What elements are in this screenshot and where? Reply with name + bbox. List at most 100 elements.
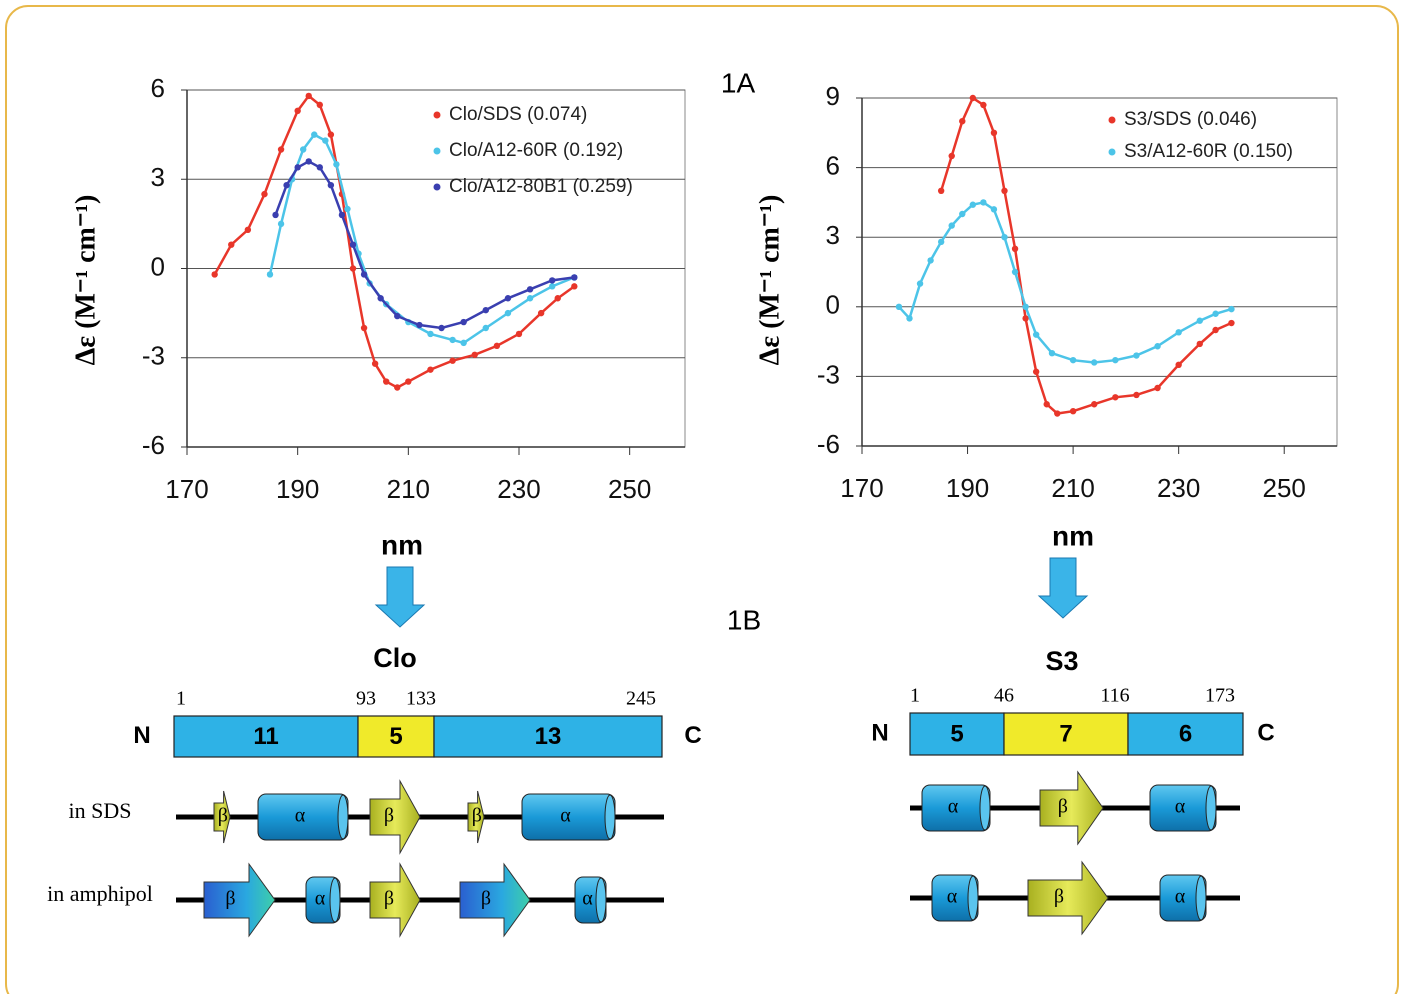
data-point xyxy=(1212,326,1219,334)
element-symbol: α xyxy=(315,888,326,910)
data-point xyxy=(371,360,379,367)
data-point xyxy=(895,303,903,310)
beta-strand xyxy=(459,862,531,938)
data-point xyxy=(1011,268,1019,276)
data-point xyxy=(383,378,390,385)
element-symbol: β xyxy=(225,888,235,910)
residue-position: 245 xyxy=(626,688,656,710)
plot-area xyxy=(861,97,1338,447)
data-point xyxy=(482,324,489,332)
beta-strand xyxy=(1039,770,1104,846)
data-point xyxy=(1048,350,1056,357)
data-point xyxy=(959,210,966,218)
legend-marker xyxy=(433,147,441,155)
legend-marker xyxy=(433,111,441,119)
diagram-title: S3 xyxy=(1045,646,1078,676)
data-point xyxy=(504,295,512,302)
y-axis-label: Δε (M⁻¹ cm⁻¹) xyxy=(754,195,785,366)
data-point xyxy=(261,190,268,198)
domain-segment xyxy=(909,712,1005,756)
diagram-title: Clo xyxy=(373,643,417,673)
data-point xyxy=(515,330,523,338)
element-symbol: α xyxy=(582,888,593,910)
data-point xyxy=(294,164,301,171)
beta-strand xyxy=(203,862,276,938)
data-point xyxy=(927,257,934,264)
data-point xyxy=(438,324,445,332)
n-terminus: N xyxy=(133,722,150,749)
beta-strand xyxy=(467,790,485,844)
data-point xyxy=(1091,359,1098,366)
data-point xyxy=(333,161,340,168)
domain-segment xyxy=(433,715,663,758)
y-tick-label: -6 xyxy=(817,429,840,459)
element-symbol: α xyxy=(948,796,959,818)
data-point xyxy=(1175,329,1182,336)
data-point xyxy=(969,94,977,102)
residue-position: 1 xyxy=(176,688,186,710)
residue-position: 133 xyxy=(406,688,436,710)
panel-label: 1B xyxy=(727,604,761,635)
data-point xyxy=(405,378,412,385)
data-point xyxy=(316,101,323,109)
data-point xyxy=(1022,303,1029,310)
legend-marker xyxy=(433,183,441,191)
data-point xyxy=(1196,317,1203,324)
data-point xyxy=(969,201,977,208)
x-axis-label: nm xyxy=(381,529,423,560)
data-point xyxy=(571,274,578,281)
x-tick-label: 250 xyxy=(1263,473,1306,503)
segment-label: 11 xyxy=(253,723,278,750)
data-point xyxy=(211,271,218,278)
data-point xyxy=(1175,361,1182,368)
residue-position: 173 xyxy=(1205,685,1235,707)
element-symbol: β xyxy=(1054,886,1064,908)
x-tick-label: 170 xyxy=(840,473,883,503)
x-axis-label: nm xyxy=(1052,520,1094,551)
element-symbol: α xyxy=(947,886,958,908)
residue-position: 116 xyxy=(1100,685,1129,707)
y-tick-label: 3 xyxy=(826,220,840,250)
x-tick-label: 190 xyxy=(276,474,319,504)
data-point xyxy=(460,339,467,347)
data-point xyxy=(549,277,556,284)
data-point xyxy=(1001,234,1008,241)
data-point xyxy=(311,131,318,138)
data-point xyxy=(360,324,368,332)
data-point xyxy=(322,137,329,144)
legend-label: S3/A12-60R (0.150) xyxy=(1124,141,1293,162)
x-tick-label: 210 xyxy=(1051,473,1094,503)
c-terminus: C xyxy=(684,722,701,749)
data-point xyxy=(327,131,335,138)
data-point xyxy=(948,222,955,229)
domain-segment xyxy=(1003,712,1129,756)
data-point xyxy=(493,342,501,350)
data-point xyxy=(349,265,357,272)
data-point xyxy=(305,158,312,165)
data-point xyxy=(1001,187,1008,194)
data-point xyxy=(1196,340,1203,348)
legend-marker xyxy=(1108,148,1116,156)
data-point xyxy=(916,280,924,287)
element-symbol: β xyxy=(481,888,491,910)
data-point xyxy=(537,309,545,317)
data-point xyxy=(554,295,561,302)
data-point xyxy=(1032,331,1040,338)
y-tick-label: 6 xyxy=(151,73,165,103)
legend-label: Clo/SDS (0.074) xyxy=(449,104,587,125)
data-point xyxy=(344,205,351,213)
data-point xyxy=(327,182,335,189)
data-point xyxy=(394,384,401,391)
residue-position: 93 xyxy=(356,688,376,710)
data-point xyxy=(394,312,401,320)
helix-cap xyxy=(595,877,607,923)
legend-label: Clo/A12-80B1 (0.259) xyxy=(449,176,633,197)
y-tick-label: -3 xyxy=(142,341,165,371)
data-point xyxy=(449,336,456,344)
data-point xyxy=(504,309,512,317)
data-point xyxy=(1022,315,1029,322)
data-point xyxy=(316,164,323,171)
legend-label: Clo/A12-60R (0.192) xyxy=(449,140,623,161)
data-point xyxy=(937,238,945,246)
